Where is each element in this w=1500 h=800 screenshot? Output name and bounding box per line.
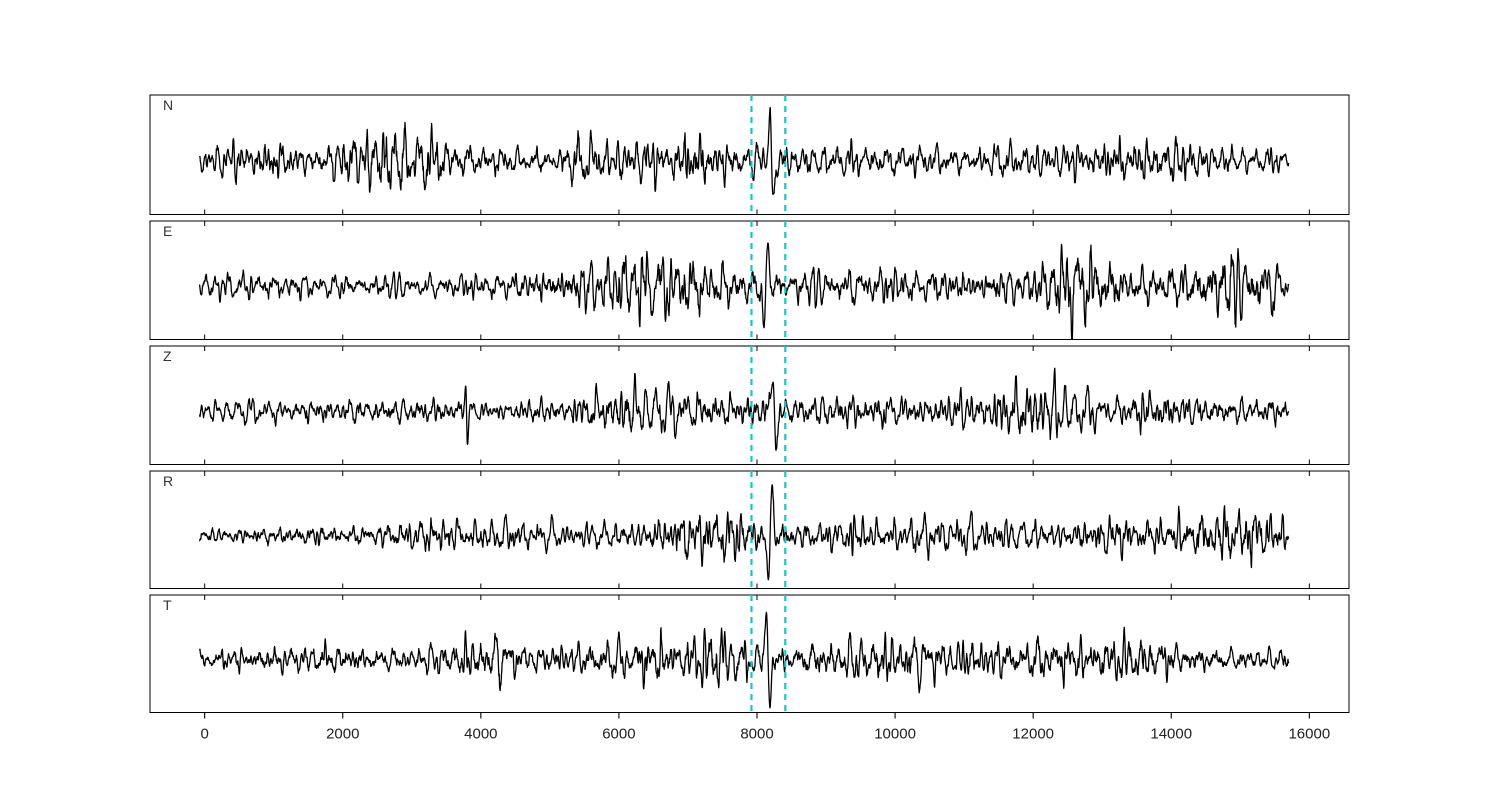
svg-text:R: R — [163, 473, 173, 489]
svg-text:14000: 14000 — [1150, 726, 1192, 743]
svg-text:Z: Z — [163, 348, 172, 364]
svg-text:8000: 8000 — [740, 726, 773, 743]
svg-text:E: E — [163, 223, 172, 239]
svg-text:10000: 10000 — [874, 726, 916, 743]
svg-text:N: N — [163, 97, 173, 113]
svg-text:6000: 6000 — [602, 726, 635, 743]
svg-text:4000: 4000 — [464, 726, 497, 743]
svg-text:T: T — [163, 597, 172, 613]
svg-text:12000: 12000 — [1012, 726, 1054, 743]
svg-text:16000: 16000 — [1288, 726, 1330, 743]
svg-text:2000: 2000 — [326, 726, 359, 743]
svg-text:0: 0 — [200, 726, 208, 743]
